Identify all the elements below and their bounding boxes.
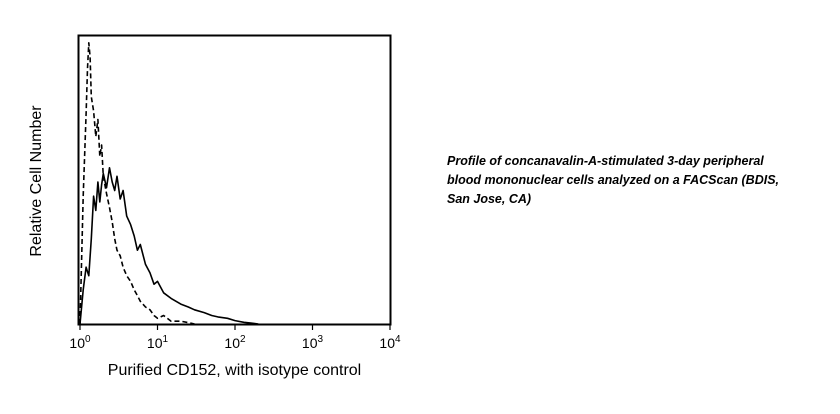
caption-line-3: San Jose, CA) xyxy=(447,192,532,206)
series-group xyxy=(79,42,259,325)
x-tick-label: 103 xyxy=(302,334,324,351)
x-tick-label: 101 xyxy=(147,334,169,351)
x-axis-label: Purified CD152, with isotype control xyxy=(107,362,362,379)
x-ticks: 100 101 102 103 104 xyxy=(69,324,401,351)
x-tick-label: 104 xyxy=(379,334,401,351)
caption-line-2: blood mononuclear cells analyzed on a FA… xyxy=(447,173,780,187)
cd152-histogram xyxy=(79,167,259,325)
isotype-control-histogram xyxy=(79,42,195,325)
y-axis-label: Relative Cell Number xyxy=(28,105,45,257)
figure-caption: Profile of concanavalin-A-stimulated 3-d… xyxy=(447,152,827,209)
caption-line-1: Profile of concanavalin-A-stimulated 3-d… xyxy=(447,154,764,168)
x-tick-label: 100 xyxy=(69,334,91,351)
plot-frame xyxy=(77,34,392,326)
x-tick-label: 102 xyxy=(224,334,246,351)
